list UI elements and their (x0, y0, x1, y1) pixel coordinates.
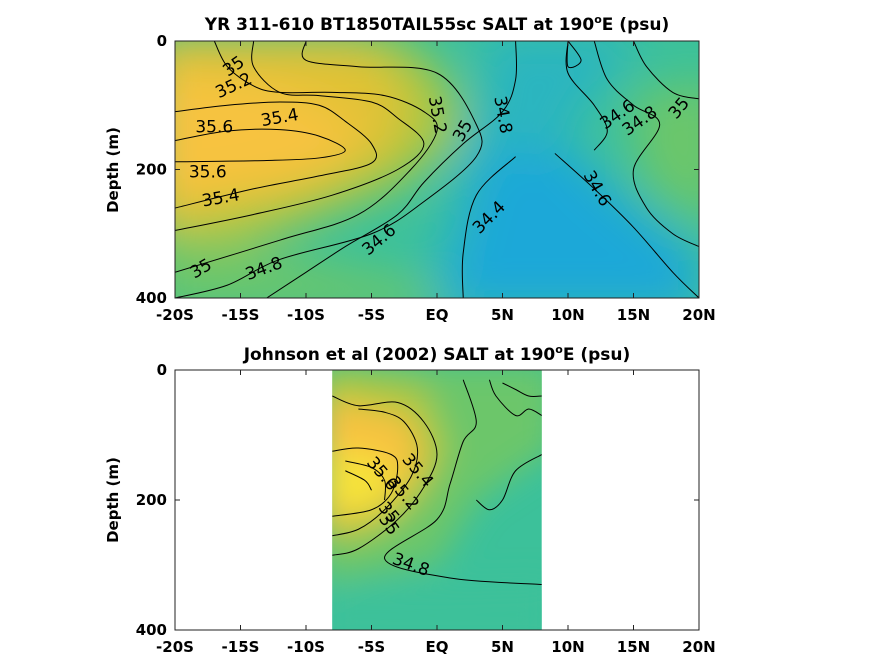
panel-model-x-tick-label: -15S (222, 306, 260, 324)
panel-observations-contour-35 (332, 395, 438, 556)
field-core (175, 70, 359, 199)
panel-model-contour-34-8 (175, 41, 483, 298)
panel-observations-x-tick-label: 20N (682, 638, 715, 656)
panel-observations-contour-35-4 (332, 447, 399, 517)
panel-model-field (175, 41, 699, 298)
panel-model-contour-35-6 (175, 128, 346, 163)
panel-model: YR 311-610 BT1850TAIL55sc SALT at 190oE … (104, 13, 716, 324)
panel-model-contour-35-2 (175, 41, 425, 232)
panel-observations-contour-35 (488, 379, 542, 417)
panel-observations-x-tick-label: -20S (156, 638, 194, 656)
panel-model-y-tick-label: 0 (157, 32, 167, 50)
panel-observations-x-tick-label: -15S (222, 638, 260, 656)
panel-model-contours (175, 41, 699, 298)
panel-model-contour-label: 35.6 (189, 163, 227, 183)
panel-model-x-tick-label: 5N (491, 306, 514, 324)
panel-model-x-tick-label: -20S (156, 306, 194, 324)
panel-observations-y-tick-label: 400 (136, 621, 167, 639)
panel-model-contour-label: 35.6 (195, 118, 233, 138)
panel-model-contour-35 (633, 41, 699, 100)
panel-observations-title: Johnson et al (2002) SALT at 190oE (psu) (243, 343, 631, 365)
panel-observations-contour-35-6 (345, 460, 387, 501)
panel-model-y-tick-label: 200 (136, 161, 167, 179)
panel-observations-y-axis-label: Depth (m) (104, 457, 122, 543)
panel-model-x-tick-label: 20N (682, 306, 715, 324)
panel-observations-x-tick-label: 5N (491, 638, 514, 656)
panel-model-y-axis-label: Depth (m) (104, 127, 122, 213)
field-deep (332, 584, 542, 630)
panel-model-contour-34-6 (565, 41, 608, 151)
panel-observations-x-tick-label: EQ (426, 638, 449, 656)
panel-model-contour-34-4 (461, 156, 516, 298)
field-east (633, 83, 699, 219)
panel-model-contour-35-4 (175, 101, 377, 209)
panel-model-x-tick-label: -10S (287, 306, 325, 324)
panel-observations-contour-35-2 (332, 408, 419, 537)
panel-model-contour-34-4 (566, 41, 582, 69)
panel-model-contour-34-6 (554, 153, 699, 298)
panel-observations-contour-35-2 (502, 382, 542, 397)
panel-model-x-tick-label: 15N (617, 306, 650, 324)
panel-observations-y-tick-label: 200 (136, 491, 167, 509)
panel-observations-x-tick-label: -10S (287, 638, 325, 656)
panel-observations-contour-34-9 (475, 454, 542, 511)
field-deep-south (175, 238, 437, 298)
panel-observations: Johnson et al (2002) SALT at 190oE (psu)… (104, 343, 716, 656)
panel-model-contour-35 (175, 41, 438, 273)
panel-model-x-tick-label: EQ (426, 306, 449, 324)
panel-observations-contour-34-8 (384, 379, 542, 585)
panel-model-contour-34-8 (593, 41, 699, 248)
panel-model-contour-34-6 (266, 41, 518, 298)
panel-observations-y-ticks: 0 200 400 (136, 361, 699, 639)
panel-observations-contours (332, 379, 542, 585)
panel-model-x-tick-label: -5S (358, 306, 385, 324)
panel-model-y-ticks: 0 200 400 (136, 32, 699, 307)
panel-observations-contour-35-8 (345, 470, 372, 491)
panel-observations-x-tick-label: -5S (358, 638, 385, 656)
field-min (453, 150, 699, 298)
panel-model-x-ticks: -20S -15S -10S -5S EQ 5N 10N 15N 20N (156, 41, 716, 324)
panel-model-title: YR 311-610 BT1850TAIL55sc SALT at 190oE … (204, 13, 669, 35)
panel-observations-x-tick-label: 15N (617, 638, 650, 656)
field-max (332, 451, 392, 510)
panel-model-y-tick-label: 400 (136, 289, 167, 307)
panel-observations-x-tick-label: 10N (551, 638, 584, 656)
panel-model-x-tick-label: 10N (551, 306, 584, 324)
panel-observations-y-tick-label: 0 (157, 361, 167, 379)
panel-observations-x-ticks: -20S -15S -10S -5S EQ 5N 10N 15N 20N (156, 370, 716, 656)
panel-observations-field (332, 370, 542, 630)
